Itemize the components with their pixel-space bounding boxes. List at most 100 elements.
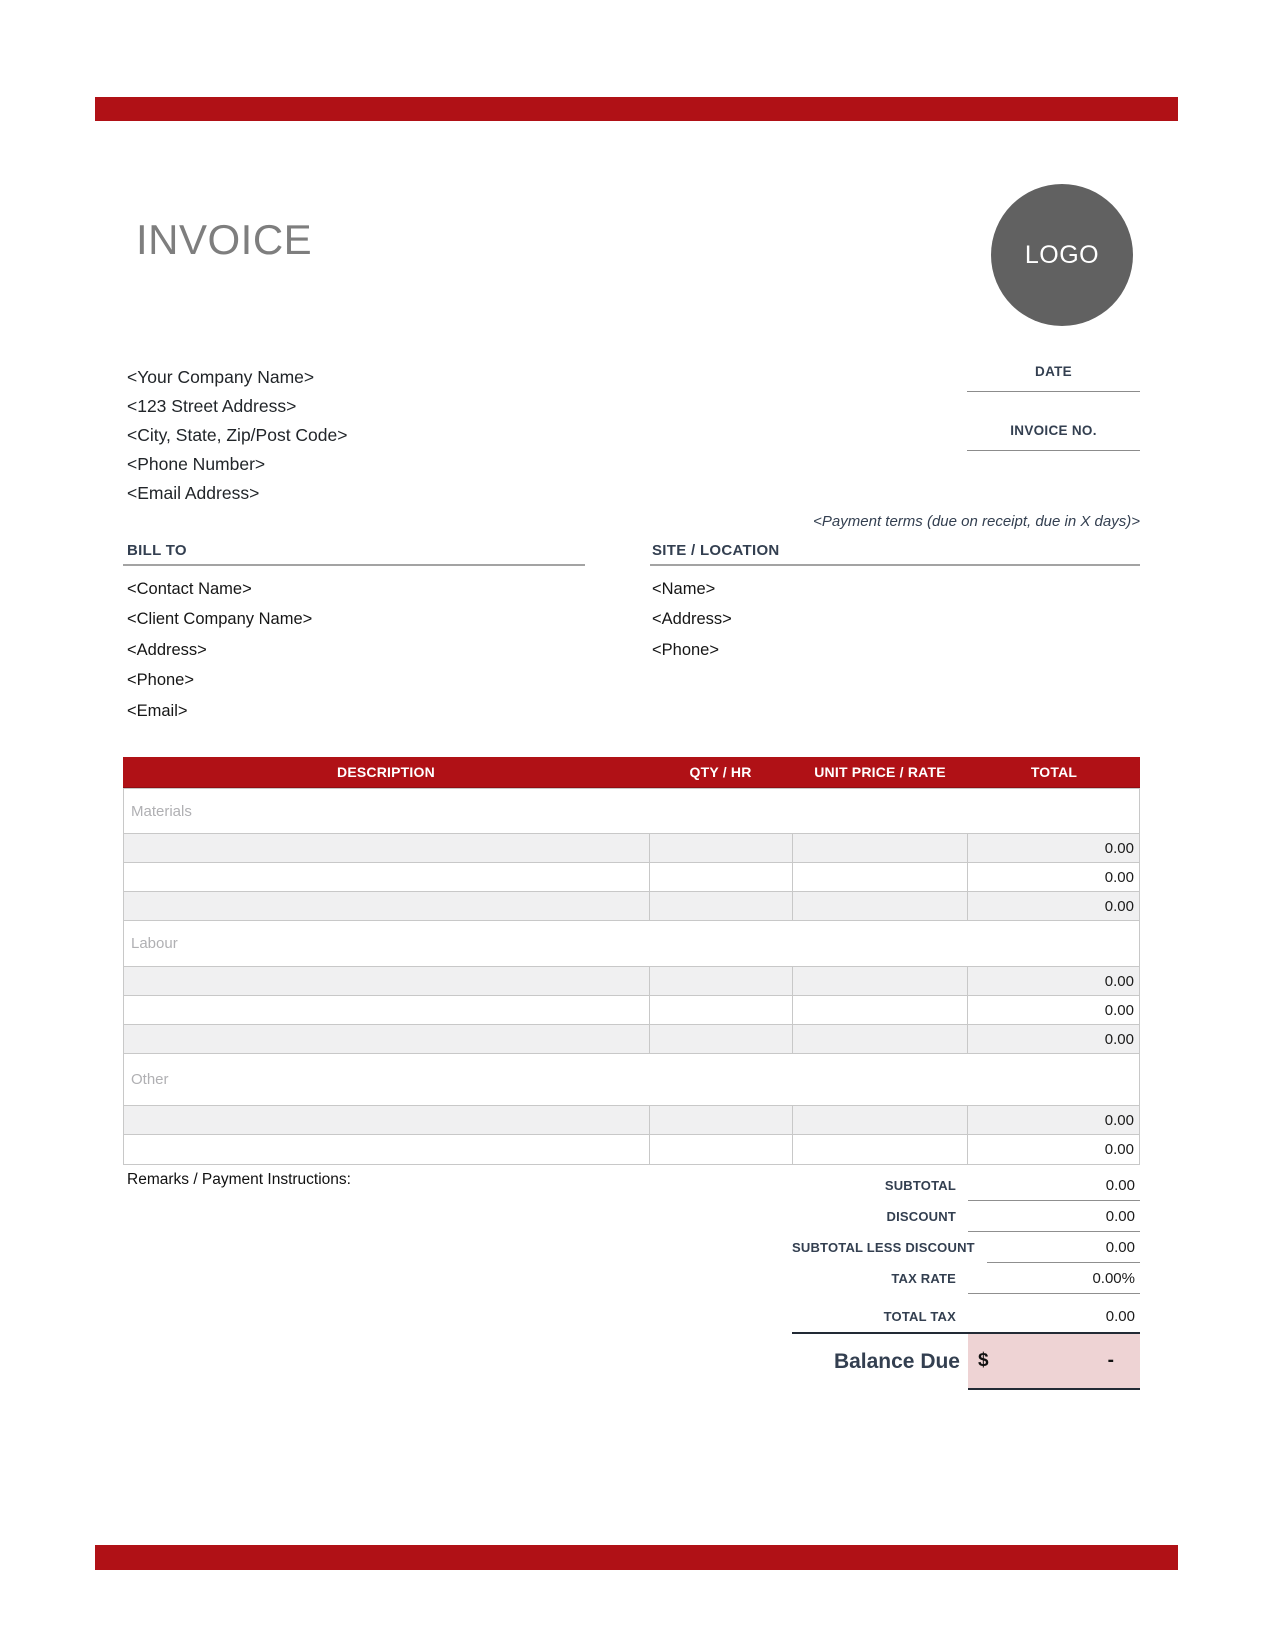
site-location-info: <Name> <Address> <Phone>	[652, 574, 732, 665]
logo: LOGO	[991, 184, 1133, 326]
table-body: Materials 0.00 0.00 0.00 Labour	[123, 788, 1140, 1165]
summary-row-subtotal: SUBTOTAL 0.00	[792, 1170, 1140, 1201]
summary-row-discount: DISCOUNT 0.00	[792, 1201, 1140, 1232]
total-tax-label: TOTAL TAX	[883, 1309, 956, 1324]
bill-to-address: <Address>	[127, 640, 207, 659]
date-label: DATE	[1035, 364, 1072, 379]
table-row: 0.00	[124, 967, 1139, 996]
date-field[interactable]: DATE	[967, 364, 1140, 392]
balance-due-value: -	[1107, 1350, 1114, 1371]
table-row: 0.00	[124, 863, 1139, 892]
section-row-other: Other	[124, 1054, 1139, 1106]
company-name: <Your Company Name>	[127, 367, 315, 387]
discount-label: DISCOUNT	[886, 1209, 956, 1224]
table-row: 0.00	[124, 1106, 1139, 1135]
subtotal-label: SUBTOTAL	[884, 1178, 956, 1193]
site-phone: <Phone>	[652, 640, 719, 659]
date-value[interactable]	[967, 379, 1140, 383]
item-qty-cell[interactable]	[648, 834, 792, 862]
subtotal-value: 0.00	[968, 1170, 1140, 1201]
invoice-no-label: INVOICE NO.	[1010, 423, 1097, 438]
item-unit-price-cell[interactable]	[791, 834, 968, 862]
item-qty-cell[interactable]	[648, 1135, 792, 1164]
item-unit-price-cell[interactable]	[791, 967, 968, 995]
table-row: 0.00	[124, 996, 1139, 1025]
company-info: <Your Company Name> <123 Street Address>…	[127, 363, 347, 508]
site-location-heading: SITE / LOCATION	[652, 542, 780, 559]
item-total-cell: 0.00	[967, 863, 1139, 891]
bill-to-heading: BILL TO	[127, 542, 187, 559]
column-header-qty-hr: QTY / HR	[689, 764, 752, 780]
item-unit-price-cell[interactable]	[791, 892, 968, 920]
site-location-divider	[650, 564, 1140, 566]
balance-due-label: Balance Due	[833, 1350, 960, 1373]
item-description-cell[interactable]	[124, 996, 649, 1024]
balance-due-amount: $ -	[968, 1334, 1140, 1390]
column-header-total: TOTAL	[1030, 764, 1078, 780]
item-total-cell: 0.00	[967, 892, 1139, 920]
line-items-table: DESCRIPTION QTY / HR UNIT PRICE / RATE T…	[123, 757, 1140, 1165]
item-qty-cell[interactable]	[648, 1025, 792, 1053]
currency-symbol: $	[978, 1350, 989, 1371]
item-qty-cell[interactable]	[648, 892, 792, 920]
bill-to-phone: <Phone>	[127, 671, 194, 690]
bill-to-contact: <Contact Name>	[127, 580, 252, 598]
column-header-description: DESCRIPTION	[337, 764, 435, 780]
item-description-cell[interactable]	[124, 1106, 649, 1134]
item-description-cell[interactable]	[124, 967, 649, 995]
tax-rate-value: 0.00%	[968, 1263, 1140, 1294]
section-row-materials: Materials	[124, 789, 1139, 834]
subtotal-less-discount-value: 0.00	[986, 1232, 1140, 1263]
item-unit-price-cell[interactable]	[791, 863, 968, 891]
invoice-no-field[interactable]: INVOICE NO.	[967, 423, 1140, 451]
page-title: INVOICE	[136, 216, 313, 263]
bill-to-email: <Email>	[127, 701, 188, 720]
tax-rate-label: TAX RATE	[891, 1271, 956, 1286]
balance-divider	[792, 1332, 1140, 1334]
remarks-label: Remarks / Payment Instructions:	[127, 1171, 351, 1188]
item-qty-cell[interactable]	[648, 1106, 792, 1134]
item-description-cell[interactable]	[124, 834, 649, 862]
item-qty-cell[interactable]	[648, 967, 792, 995]
column-header-unit-price: UNIT PRICE / RATE	[814, 764, 946, 780]
company-email: <Email Address>	[127, 483, 260, 503]
item-unit-price-cell[interactable]	[791, 1106, 968, 1134]
item-unit-price-cell[interactable]	[791, 1135, 968, 1164]
item-unit-price-cell[interactable]	[791, 1025, 968, 1053]
table-row: 0.00	[124, 892, 1139, 921]
item-unit-price-cell[interactable]	[791, 996, 968, 1024]
discount-value: 0.00	[968, 1201, 1140, 1232]
item-description-cell[interactable]	[124, 1135, 649, 1164]
site-address: <Address>	[652, 610, 732, 629]
item-qty-cell[interactable]	[648, 863, 792, 891]
table-row: 0.00	[124, 1135, 1139, 1164]
bill-to-info: <Contact Name> <Client Company Name> <Ad…	[127, 574, 312, 726]
top-accent-bar	[95, 97, 1178, 121]
company-street: <123 Street Address>	[127, 396, 297, 416]
item-total-cell: 0.00	[967, 1135, 1139, 1164]
summary-row-total-tax: TOTAL TAX 0.00	[792, 1301, 1140, 1332]
bottom-accent-bar	[95, 1545, 1178, 1570]
item-total-cell: 0.00	[967, 834, 1139, 862]
item-total-cell: 0.00	[967, 996, 1139, 1024]
item-description-cell[interactable]	[124, 1025, 649, 1053]
table-row: 0.00	[124, 1025, 1139, 1054]
summary-section: SUBTOTAL 0.00 DISCOUNT 0.00 SUBTOTAL LES…	[792, 1170, 1140, 1390]
item-description-cell[interactable]	[124, 892, 649, 920]
balance-due-row: Balance Due $ -	[792, 1334, 1140, 1390]
item-description-cell[interactable]	[124, 863, 649, 891]
summary-row-tax-rate: TAX RATE 0.00%	[792, 1263, 1140, 1294]
subtotal-less-discount-label: SUBTOTAL LESS DISCOUNT	[792, 1240, 975, 1255]
section-row-labour: Labour	[124, 921, 1139, 967]
item-qty-cell[interactable]	[648, 996, 792, 1024]
table-header-row: DESCRIPTION QTY / HR UNIT PRICE / RATE T…	[123, 757, 1140, 788]
bill-to-divider	[123, 564, 585, 566]
company-city: <City, State, Zip/Post Code>	[127, 425, 348, 445]
payment-terms: <Payment terms (due on receipt, due in X…	[813, 513, 1140, 530]
bill-to-company: <Client Company Name>	[127, 610, 313, 629]
invoice-no-value[interactable]	[967, 438, 1140, 442]
table-row: 0.00	[124, 834, 1139, 863]
item-total-cell: 0.00	[967, 1025, 1139, 1053]
item-total-cell: 0.00	[967, 967, 1139, 995]
